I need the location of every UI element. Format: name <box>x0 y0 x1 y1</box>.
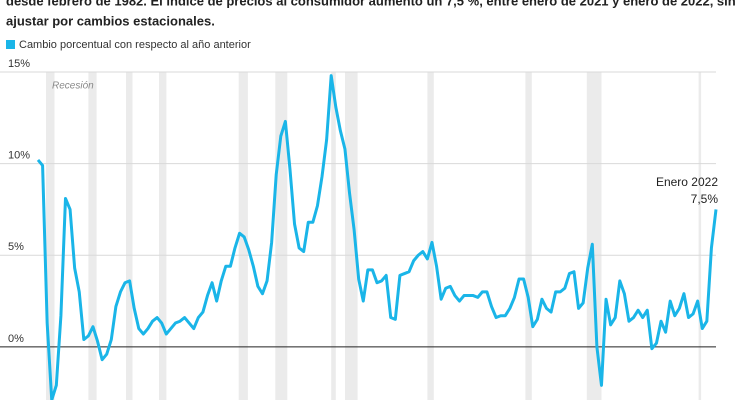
recession-band <box>331 72 336 400</box>
y-tick-label: 5% <box>8 241 24 253</box>
legend-label: Cambio porcentual con respecto al año an… <box>19 39 251 51</box>
y-tick-label: 0% <box>8 333 24 345</box>
subtitle-line: desde febrero de 1982. El índice de prec… <box>6 0 735 8</box>
legend-swatch <box>6 40 15 49</box>
recession-band <box>159 72 167 400</box>
annotation: 7,5% <box>691 192 719 206</box>
recession-band <box>525 72 532 400</box>
y-tick-label: 15% <box>8 58 30 70</box>
recession-band <box>88 72 97 400</box>
subtitle-line: ajustar por cambios estacionales. <box>6 13 215 28</box>
recession-band <box>698 72 702 400</box>
recession-band <box>345 72 358 400</box>
recession-band <box>586 72 602 400</box>
recession-label: Recesión <box>52 81 94 92</box>
recession-band <box>126 72 133 400</box>
annotation: Enero 2022 <box>656 175 718 189</box>
recession-band <box>46 72 55 400</box>
series-line <box>36 74 718 400</box>
y-tick-label: 10% <box>8 150 30 162</box>
recession-band <box>427 72 434 400</box>
